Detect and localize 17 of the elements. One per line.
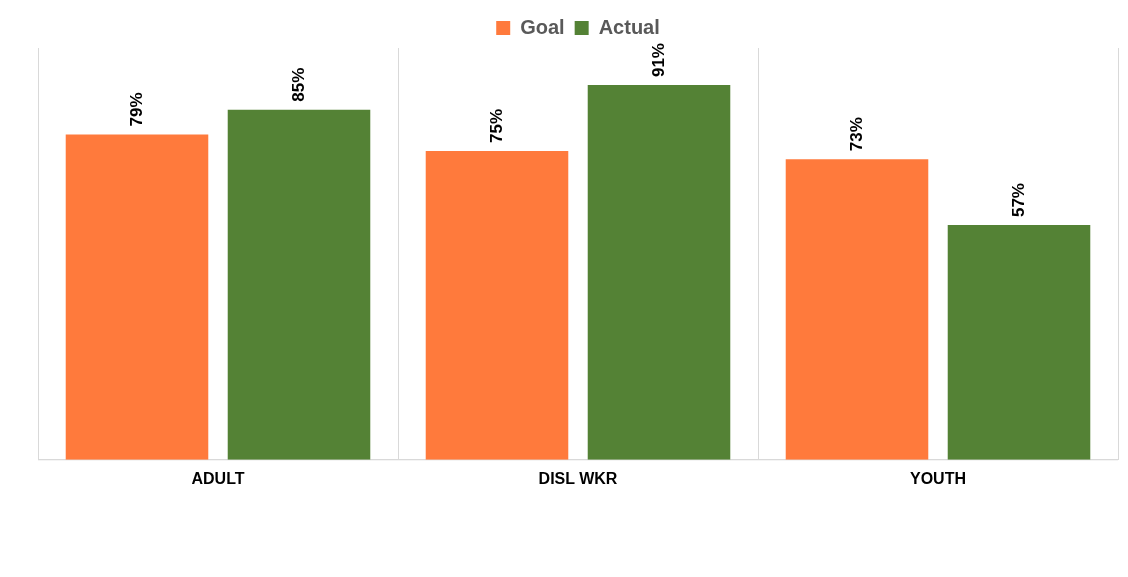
bar <box>227 109 371 460</box>
x-tick-label: ADULT <box>191 469 245 487</box>
data-label: 73% <box>846 117 866 152</box>
x-tick-label: DISL WKR <box>538 469 618 487</box>
data-label: 75% <box>486 108 506 143</box>
bar <box>425 150 569 460</box>
legend-label: Goal <box>520 15 565 38</box>
data-label: 91% <box>648 43 668 78</box>
bar <box>785 159 929 460</box>
legend-label: Actual <box>598 15 660 38</box>
data-label: 57% <box>1008 183 1028 218</box>
bar <box>947 225 1091 460</box>
x-tick-label: YOUTH <box>910 469 966 487</box>
bar <box>65 134 209 460</box>
data-label: 79% <box>126 92 146 127</box>
data-label: 85% <box>288 67 308 102</box>
bar <box>587 85 731 460</box>
